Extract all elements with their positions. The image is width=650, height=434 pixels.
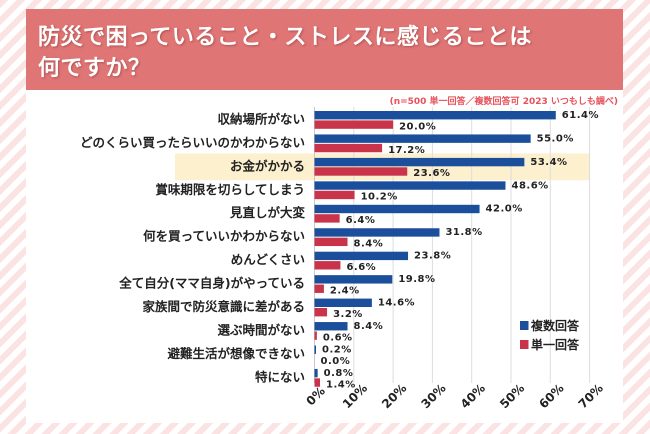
value-label: 6.6%: [346, 262, 376, 273]
bar-multi: [314, 111, 556, 120]
category-label: 選ぶ時間がない: [217, 322, 305, 337]
title-line-2: 何ですか？: [38, 56, 151, 81]
bar-multi: [314, 251, 409, 261]
legend-swatch-multi: [520, 321, 529, 330]
bar-single: [314, 261, 341, 270]
value-label: 8.4%: [354, 321, 384, 332]
category-label: 見直しが大変: [229, 205, 306, 220]
category-label: お金がかかる: [230, 158, 305, 173]
value-label: 0.2%: [322, 344, 352, 355]
bar-single: [314, 143, 383, 153]
bar-single: [314, 167, 408, 176]
category-label: 収納場所がない: [217, 111, 305, 126]
bar-multi: [314, 298, 372, 307]
bar-multi: [314, 322, 348, 331]
bar-multi: [314, 134, 531, 143]
x-tick-label: 40%: [458, 381, 488, 411]
x-tick-label: 70%: [576, 381, 606, 411]
bar-multi: [314, 345, 316, 354]
bar-single: [314, 308, 328, 317]
legend-swatch-single: [520, 340, 529, 349]
value-label: 6.4%: [346, 215, 376, 226]
value-label: 31.8%: [445, 227, 482, 238]
value-label: 10.2%: [361, 192, 398, 203]
x-tick-label: 60%: [536, 381, 566, 411]
bar-single: [314, 284, 324, 293]
bar-single: [314, 378, 321, 387]
bar-single: [314, 331, 317, 340]
value-label: 17.2%: [388, 145, 425, 156]
value-label: 48.6%: [511, 180, 548, 191]
value-label: 0.8%: [324, 368, 354, 379]
x-tick-label: 50%: [497, 381, 527, 411]
bar-multi: [314, 181, 506, 190]
category-label: 避難生活が想像できない: [167, 346, 305, 361]
bar-multi: [314, 275, 393, 284]
value-label: 53.4%: [530, 157, 567, 168]
category-label: 何を買っていいかわからない: [143, 229, 305, 244]
x-tick-label: 30%: [418, 381, 448, 411]
x-tick-label: 20%: [379, 381, 409, 411]
category-label: 家族間で防災意識に差がある: [142, 299, 305, 314]
survey-note: (n=500 単一回答／複数回答可 2023 いつもしも調べ): [389, 97, 618, 107]
title-banner: 防災で困っていること・ストレスに感じることは 何ですか？: [26, 9, 623, 90]
category-label: どのくらい買ったらいいのかわからない: [80, 135, 305, 150]
value-label: 23.8%: [414, 251, 451, 262]
legend-label-multi: 複数回答: [530, 318, 580, 333]
bar-single: [314, 190, 355, 200]
value-label: 23.6%: [413, 168, 450, 179]
value-label: 3.2%: [333, 309, 363, 320]
value-label: 2.4%: [330, 285, 360, 296]
value-label: 42.0%: [486, 204, 523, 215]
value-label: 61.4%: [562, 110, 599, 121]
category-label: 賞味期限を切らしてしまう: [155, 182, 305, 197]
bar-multi: [314, 157, 525, 167]
bar-single: [314, 120, 394, 129]
category-label: 全て自分(ママ自身)がやっている: [118, 276, 305, 291]
title-line-1: 防災で困っていること・ストレスに感じることは: [38, 25, 532, 50]
bar-single: [314, 214, 340, 223]
bar-multi: [314, 368, 318, 378]
category-label: 特にない: [255, 369, 305, 384]
category-label: めんどくさい: [231, 252, 305, 267]
value-label: 0.6%: [323, 332, 353, 343]
bar-single: [314, 237, 348, 247]
bar-multi: [314, 228, 440, 237]
value-label: 19.8%: [398, 274, 435, 285]
value-label: 8.4%: [354, 239, 384, 250]
value-label: 55.0%: [537, 133, 574, 144]
value-label: 0.0%: [321, 356, 351, 367]
legend-label-single: 単一回答: [531, 337, 580, 352]
x-tick-label: 0%: [304, 384, 328, 408]
bar-multi: [314, 204, 480, 214]
highlight-band: [175, 153, 590, 181]
value-label: 14.6%: [378, 298, 415, 309]
value-label: 1.4%: [326, 379, 356, 390]
value-label: 20.0%: [399, 121, 436, 132]
